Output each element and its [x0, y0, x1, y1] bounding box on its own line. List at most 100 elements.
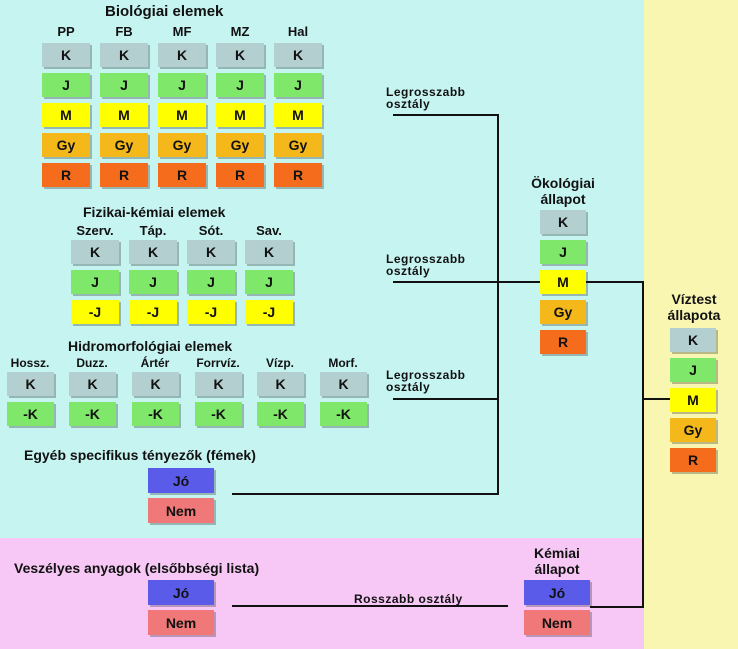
fizkem-sav-grade-k: K — [245, 240, 293, 264]
viztest-title-line1: Víztest — [671, 291, 717, 307]
bio-fb-grade-gy: Gy — [100, 133, 148, 157]
bio-mz-grade-gy: Gy — [216, 133, 264, 157]
bio-fb-grade-m: M — [100, 103, 148, 127]
veszelyes-title: Veszélyes anyagok (elsőbbségi lista) — [14, 560, 260, 576]
egyeb-title: Egyéb specifikus tényezők (fémek) — [24, 447, 256, 463]
fizkem-sót-grade-j: J — [187, 270, 235, 294]
hidro-col-forrvíz: Forrvíz. — [196, 356, 240, 370]
fizkem-col-sav: Sav. — [256, 223, 282, 238]
connector-vertical-left — [497, 114, 499, 495]
bio-mf-grade-j: J — [158, 73, 206, 97]
connector-bio — [393, 114, 498, 116]
hidro-hossz-grade-k: K — [7, 372, 54, 396]
okologiai-grade-r: R — [540, 330, 586, 354]
viztest-grade-gy: Gy — [670, 418, 716, 442]
fizkem-col-sót: Sót. — [198, 223, 224, 238]
hidro-ártér-grade-k: K — [132, 372, 179, 396]
bio-mz-grade-r: R — [216, 163, 264, 187]
hidro-morf-grade-k: -K — [320, 402, 367, 426]
hidro-title: Hidromorfológiai elemek — [68, 338, 233, 354]
okologiai-grade-m: M — [540, 270, 586, 294]
okologiai-title-line1: Ökológiai — [531, 175, 595, 191]
connector-eco-out — [586, 281, 643, 283]
fizkem-táp-grade-j: J — [129, 270, 177, 294]
bio-pp-grade-k: K — [42, 43, 90, 67]
hidro-duzz-grade-k: -K — [69, 402, 116, 426]
worst-class-label-bio-line1: Legrosszabb — [386, 85, 466, 99]
bio-pp-grade-r: R — [42, 163, 90, 187]
viztest-title-line2: állapota — [667, 307, 721, 323]
bio-col-fb: FB — [115, 24, 133, 39]
veszelyes-option-nem: Nem — [148, 610, 214, 635]
bio-fb-grade-k: K — [100, 43, 148, 67]
worst-class-label-fizkem-line2: osztály — [386, 264, 431, 278]
connector-veszelyes — [232, 605, 508, 607]
connector-to-viztest — [643, 398, 670, 400]
bio-pp-grade-j: J — [42, 73, 90, 97]
fizkem-col-táp: Táp. — [139, 223, 167, 238]
kemiai-title-line1: Kémiai — [534, 545, 580, 561]
egyeb-option-nem: Nem — [148, 498, 214, 523]
bio-hal-grade-gy: Gy — [274, 133, 322, 157]
hidro-col-vízp: Vízp. — [265, 356, 294, 370]
bio-mf-grade-r: R — [158, 163, 206, 187]
fizkem-sót-grade-j: -J — [187, 300, 235, 324]
hidro-forrvíz-grade-k: -K — [195, 402, 242, 426]
hidro-ártér-grade-k: -K — [132, 402, 179, 426]
fizkem-title: Fizikai-kémiai elemek — [83, 204, 226, 220]
hidro-col-hossz: Hossz. — [10, 356, 50, 370]
veszelyes-option-jó: Jó — [148, 580, 214, 605]
bio-col-mz: MZ — [230, 24, 250, 39]
bio-mz-grade-j: J — [216, 73, 264, 97]
bio-hal-grade-j: J — [274, 73, 322, 97]
kemiai-grade-nem: Nem — [524, 610, 590, 635]
connector-chem-out — [590, 606, 643, 608]
hidro-col-morf: Morf. — [328, 356, 358, 370]
okologiai-grade-k: K — [540, 210, 586, 234]
bio-col-mf: MF — [172, 24, 192, 39]
bio-hal-grade-m: M — [274, 103, 322, 127]
fizkem-sav-grade-j: J — [245, 270, 293, 294]
egyeb-option-jó: Jó — [148, 468, 214, 493]
worst-class-label-hidro-line1: Legrosszabb — [386, 368, 466, 382]
kemiai-grade-jó: Jó — [524, 580, 590, 605]
bio-pp-grade-m: M — [42, 103, 90, 127]
bio-mf-grade-m: M — [158, 103, 206, 127]
fizkem-szerv-grade-j: J — [71, 270, 119, 294]
fizkem-sót-grade-k: K — [187, 240, 235, 264]
bio-mf-grade-gy: Gy — [158, 133, 206, 157]
worst-class-label-fizkem-line1: Legrosszabb — [386, 252, 466, 266]
worst-class-label-bio-line2: osztály — [386, 97, 431, 111]
fizkem-táp-grade-k: K — [129, 240, 177, 264]
okologiai-grade-j: J — [540, 240, 586, 264]
hidro-col-ártér: Ártér — [140, 356, 170, 370]
bio-hal-grade-k: K — [274, 43, 322, 67]
hidro-col-duzz: Duzz. — [76, 356, 108, 370]
hidro-vízp-grade-k: -K — [257, 402, 304, 426]
viztest-grade-j: J — [670, 358, 716, 382]
hidro-duzz-grade-k: K — [69, 372, 116, 396]
bio-fb-grade-r: R — [100, 163, 148, 187]
kemiai-title-line2: állapot — [534, 561, 580, 577]
fizkem-szerv-grade-j: -J — [71, 300, 119, 324]
bio-title: Biológiai elemek — [105, 3, 224, 20]
bio-mz-grade-m: M — [216, 103, 264, 127]
worse-class-label: Rosszabb osztály — [354, 592, 463, 606]
fizkem-sav-grade-j: -J — [245, 300, 293, 324]
bio-pp-grade-gy: Gy — [42, 133, 90, 157]
fizkem-táp-grade-j: -J — [129, 300, 177, 324]
bio-hal-grade-r: R — [274, 163, 322, 187]
viztest-grade-r: R — [670, 448, 716, 472]
connector-egyeb — [232, 493, 498, 495]
bio-col-hal: Hal — [287, 24, 309, 39]
bio-mz-grade-k: K — [216, 43, 264, 67]
okologiai-grade-gy: Gy — [540, 300, 586, 324]
viztest-grade-m: M — [670, 388, 716, 412]
okologiai-title-line2: állapot — [540, 191, 586, 207]
hidro-vízp-grade-k: K — [257, 372, 304, 396]
bio-mf-grade-k: K — [158, 43, 206, 67]
connector-hidro — [393, 398, 498, 400]
fizkem-szerv-grade-k: K — [71, 240, 119, 264]
hidro-morf-grade-k: K — [320, 372, 367, 396]
bio-col-pp: PP — [57, 24, 75, 39]
